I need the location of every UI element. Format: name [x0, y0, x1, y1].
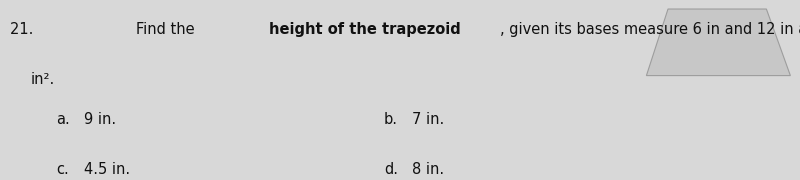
Text: b.: b. — [384, 112, 398, 127]
Text: a.: a. — [56, 112, 70, 127]
Text: height of the trapezoid: height of the trapezoid — [269, 22, 461, 37]
Text: , given its bases measure 6 in and 12 in and the area is equal to 63: , given its bases measure 6 in and 12 in… — [500, 22, 800, 37]
Text: 4.5 in.: 4.5 in. — [84, 162, 130, 177]
Polygon shape — [646, 9, 790, 76]
Text: c.: c. — [56, 162, 69, 177]
Text: d.: d. — [384, 162, 398, 177]
Text: 21.: 21. — [10, 22, 38, 37]
Text: in².: in². — [30, 72, 54, 87]
Text: 8 in.: 8 in. — [412, 162, 444, 177]
Text: 9 in.: 9 in. — [84, 112, 116, 127]
Text: Find the: Find the — [136, 22, 199, 37]
Text: 7 in.: 7 in. — [412, 112, 444, 127]
